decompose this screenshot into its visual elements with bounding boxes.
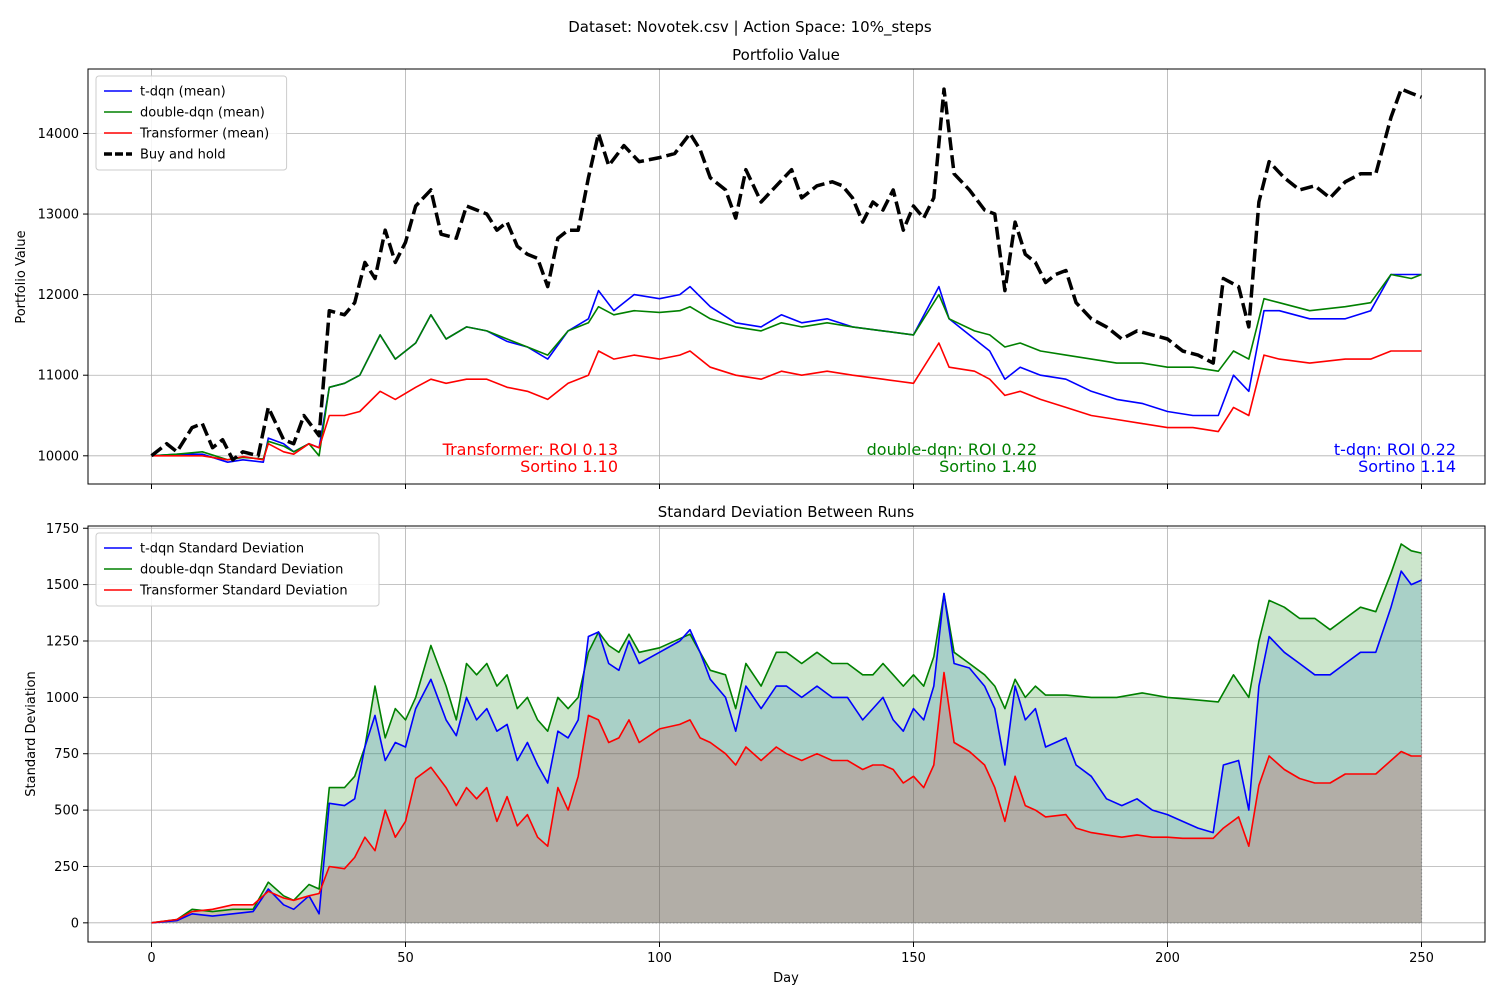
y-tick-label: 1250 <box>46 634 79 649</box>
portfolio-ylabel: Portfolio Value <box>14 230 29 323</box>
series-line-double-dqn-mean <box>151 273 1422 461</box>
series-line-transformer-mean <box>151 342 1422 461</box>
y-tick-label: 500 <box>54 804 79 819</box>
roi-annotation: Sortino 1.40 <box>939 457 1037 476</box>
y-tick-label: 13000 <box>38 208 79 223</box>
stddev-ticks: 0 50 100 150 200 250 0 250 500 750 1000 1250 1500 175… <box>46 522 1434 966</box>
portfolio-value-axes: 10000 11000 12000 13000 14000 Portfolio Valu… <box>14 46 1486 489</box>
series-line-transformer-standard-deviation <box>151 671 1422 924</box>
portfolio-series <box>150 87 1423 464</box>
figure-suptitle: Dataset: Novotek.csv | Action Space: 10%… <box>568 18 932 37</box>
legend-label: double-dqn (mean) <box>140 106 265 121</box>
y-tick-label: 10000 <box>38 449 79 464</box>
portfolio-legend: t-dqn (mean) double-dqn (mean) Transformer… <box>95 75 288 171</box>
x-tick-label: 0 <box>147 951 155 966</box>
series-line-double-dqn-standard-deviation <box>151 543 1422 924</box>
series-line-t-dqn-standard-deviation <box>151 570 1422 924</box>
x-tick-label: 100 <box>647 951 672 966</box>
area-fill-transformer-standard-deviation <box>151 672 1422 923</box>
y-tick-label: 1000 <box>46 691 79 706</box>
x-tick-label: 200 <box>1155 951 1180 966</box>
roi-annotation: Sortino 1.10 <box>520 457 618 476</box>
legend-label: t-dqn Standard Deviation <box>140 542 304 557</box>
stddev-title: Standard Deviation Between Runs <box>658 503 915 521</box>
y-tick-label: 12000 <box>38 288 79 303</box>
stddev-frame <box>87 525 1486 943</box>
legend-label: Buy and hold <box>140 148 226 163</box>
stddev-axes: 0 50 100 150 200 250 0 250 500 750 1000 1250 1500 175… <box>24 503 1486 986</box>
stddev-ylabel: Standard Deviation <box>24 671 39 796</box>
legend-label: Transformer Standard Deviation <box>139 584 348 599</box>
roi-annotation: Transformer: ROI 0.13 <box>442 440 618 459</box>
y-tick-label: 750 <box>54 747 79 762</box>
legend-box <box>95 532 380 607</box>
legend-box <box>95 75 288 171</box>
x-axis-label: Day <box>773 971 799 986</box>
roi-annotation: t-dqn: ROI 0.22 <box>1334 440 1456 459</box>
y-tick-label: 1500 <box>46 578 79 593</box>
y-tick-label: 14000 <box>38 127 79 142</box>
legend-label: double-dqn Standard Deviation <box>140 563 343 578</box>
stddev-series <box>151 543 1422 924</box>
portfolio-ticks: 10000 11000 12000 13000 14000 <box>38 127 1422 489</box>
legend-label: t-dqn (mean) <box>140 85 226 100</box>
y-tick-label: 1750 <box>46 522 79 537</box>
stddev-legend: t-dqn Standard Deviation double-dqn Stand… <box>95 532 380 607</box>
y-tick-label: 0 <box>71 916 79 931</box>
roi-annotation: double-dqn: ROI 0.22 <box>867 440 1037 459</box>
legend-label: Transformer (mean) <box>139 127 269 142</box>
roi-annotation: Sortino 1.14 <box>1358 457 1456 476</box>
series-line-buy-and-hold <box>150 87 1423 462</box>
y-tick-label: 250 <box>54 860 79 875</box>
portfolio-grid <box>88 69 1485 484</box>
x-tick-label: 150 <box>901 951 926 966</box>
portfolio-title: Portfolio Value <box>732 46 840 64</box>
portfolio-frame <box>87 68 1486 485</box>
y-tick-label: 11000 <box>38 369 79 384</box>
area-fill-double-dqn-standard-deviation <box>151 544 1422 923</box>
x-tick-label: 50 <box>397 951 414 966</box>
x-tick-label: 250 <box>1409 951 1434 966</box>
